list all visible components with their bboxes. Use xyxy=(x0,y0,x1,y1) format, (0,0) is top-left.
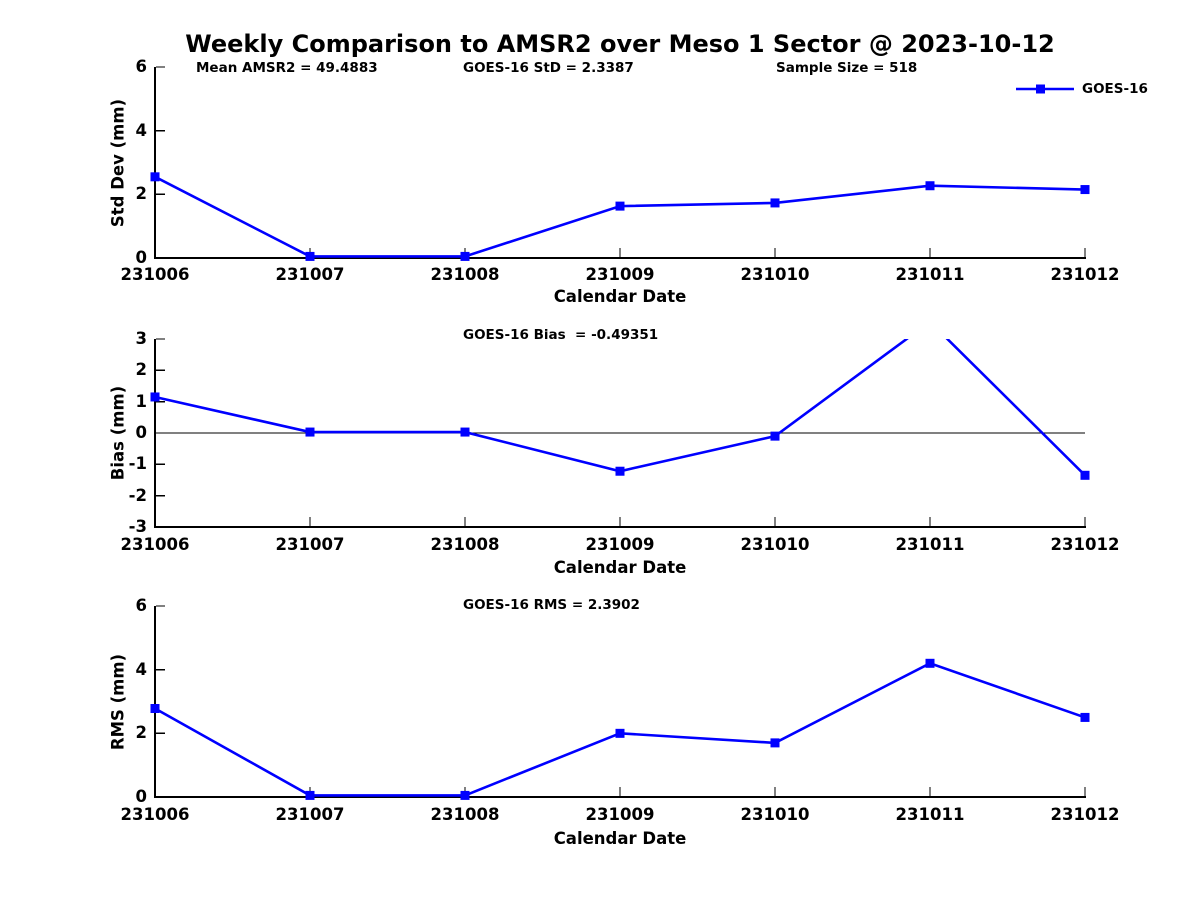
y-axis-label: RMS (mm) xyxy=(108,653,128,750)
y-tick-label: 2 xyxy=(135,360,147,380)
annotation: Mean AMSR2 = 49.4883 xyxy=(196,60,378,76)
x-axis-label: Calendar Date xyxy=(553,558,687,577)
x-tick-label: 231012 xyxy=(1050,805,1120,824)
x-tick-label: 231007 xyxy=(275,805,345,824)
x-tick-label: 231012 xyxy=(1050,535,1120,554)
subplot-1-line-goes-16 xyxy=(154,175,1086,258)
y-tick-label: 0 xyxy=(135,787,147,806)
y-tick-label: 0 xyxy=(135,423,147,442)
x-tick-label: 231010 xyxy=(740,535,810,554)
x-tick-label: 231007 xyxy=(275,535,345,554)
x-axis-label: Calendar Date xyxy=(553,287,687,306)
x-tick-label: 231011 xyxy=(895,805,965,824)
x-tick-label: 231009 xyxy=(585,265,655,284)
y-tick-label: 6 xyxy=(135,57,147,76)
subplot-1-axes xyxy=(154,66,1086,259)
x-tick-label: 231007 xyxy=(275,265,345,284)
y-tick-label: 1 xyxy=(135,391,147,411)
x-tick-label: 231009 xyxy=(585,535,655,554)
x-tick-label: 231006 xyxy=(120,535,190,554)
annotation: GOES-16 RMS = 2.3902 xyxy=(463,597,640,613)
y-tick-label: -3 xyxy=(128,517,147,536)
x-tick-label: 231009 xyxy=(585,805,655,824)
y-tick-label: 2 xyxy=(135,184,147,204)
chart-title: Weekly Comparison to AMSR2 over Meso 1 S… xyxy=(185,30,1055,58)
subplot-2-markers xyxy=(150,392,1090,480)
subplot-2-axes xyxy=(154,338,1086,528)
annotation: GOES-16 Bias = -0.49351 xyxy=(463,327,659,343)
annotation: GOES-16 StD = 2.3387 xyxy=(463,60,634,76)
annotation: Sample Size = 518 xyxy=(776,60,918,76)
x-tick-label: 231006 xyxy=(120,805,190,824)
x-tick-label: 231006 xyxy=(120,265,190,284)
y-tick-label: -1 xyxy=(128,454,147,474)
y-tick-label: -2 xyxy=(128,485,147,505)
y-tick-label: 4 xyxy=(135,659,147,679)
y-tick-label: 6 xyxy=(135,596,147,615)
x-tick-label: 231008 xyxy=(430,805,500,824)
x-tick-label: 231008 xyxy=(430,535,500,554)
x-axis-label: Calendar Date xyxy=(553,829,687,848)
x-tick-label: 231011 xyxy=(895,535,965,554)
y-tick-label: 2 xyxy=(135,723,147,743)
x-tick-label: 231011 xyxy=(895,265,965,284)
legend-label: GOES-16 xyxy=(1082,81,1148,97)
x-tick-label: 231010 xyxy=(740,805,810,824)
x-tick-label: 231008 xyxy=(430,265,500,284)
subplot-1-markers xyxy=(150,172,1090,261)
legend-line-sample xyxy=(1016,84,1074,94)
y-axis-label: Std Dev (mm) xyxy=(108,98,128,227)
y-tick-label: 3 xyxy=(135,329,147,348)
subplot-3-markers xyxy=(150,658,1090,800)
y-axis-label: Bias (mm) xyxy=(108,385,128,481)
x-tick-label: 231010 xyxy=(740,265,810,284)
subplot-2-line-goes-16 xyxy=(154,339,1086,477)
legend: GOES-16 xyxy=(1016,82,1148,96)
x-tick-label: 231012 xyxy=(1050,265,1120,284)
subplot-3-axes xyxy=(154,605,1086,798)
y-tick-label: 0 xyxy=(135,248,147,267)
y-tick-label: 4 xyxy=(135,120,147,140)
